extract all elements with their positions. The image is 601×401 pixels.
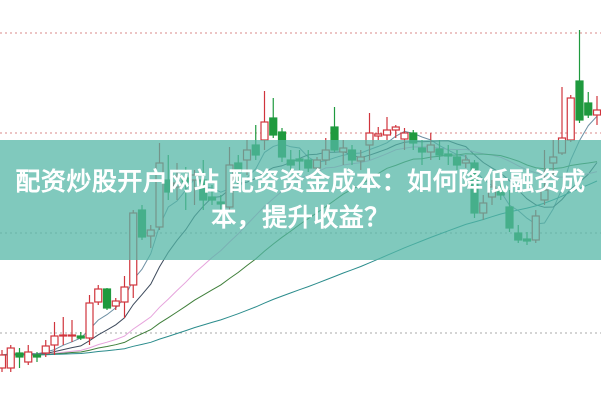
candle-up [374, 127, 383, 140]
candle-body [41, 345, 50, 354]
candle-body [94, 288, 103, 303]
candle-body [111, 300, 120, 307]
article-title-line-1: 配资炒股开户网站 配资资金成本：如何降低融资成 [15, 167, 586, 196]
candle-body [566, 97, 575, 141]
candle-body [76, 335, 85, 339]
candle-body [575, 80, 584, 121]
candle-up [41, 340, 50, 357]
candle-body [50, 335, 59, 346]
title-banner: 配资炒股开户网站 配资资金成本：如何降低融资成 本，提升收益？ [0, 140, 601, 260]
candle-body [400, 132, 409, 140]
candle-body [120, 286, 129, 303]
candle-body [15, 352, 24, 358]
candle-up [59, 317, 68, 345]
candle-body [32, 354, 42, 358]
candle-up [50, 322, 59, 355]
candle-body [24, 351, 33, 363]
candle-body [59, 334, 68, 337]
candle-down [102, 288, 112, 310]
candle-up [85, 295, 94, 345]
candle-up [94, 285, 103, 305]
candle-down [15, 348, 24, 368]
candle-up [67, 320, 77, 342]
candle-body [382, 129, 392, 136]
candle-up [0, 350, 7, 372]
candle-body [391, 126, 400, 131]
candle-up [382, 117, 392, 140]
candle-body [374, 133, 383, 137]
candle-down [575, 30, 584, 123]
article-title-line-2: 本，提升收益？ [211, 203, 390, 232]
candle-up [391, 125, 400, 138]
candle-down [584, 92, 593, 118]
candle-down [32, 352, 42, 362]
candle-up [566, 95, 575, 142]
candle-down [269, 98, 278, 138]
candle-body [67, 334, 77, 337]
candle-body [85, 302, 94, 339]
candle-body [260, 121, 269, 141]
candle-body [269, 117, 278, 136]
candle-up [111, 298, 120, 310]
candle-up [592, 96, 601, 125]
candle-body [0, 354, 7, 369]
candle-body [584, 102, 593, 116]
candle-down [76, 332, 85, 340]
candle-up [6, 345, 15, 372]
candle-body [6, 347, 15, 369]
candle-body [102, 288, 112, 309]
candle-up [120, 276, 129, 318]
candle-up [24, 345, 33, 365]
candle-body [592, 109, 601, 116]
